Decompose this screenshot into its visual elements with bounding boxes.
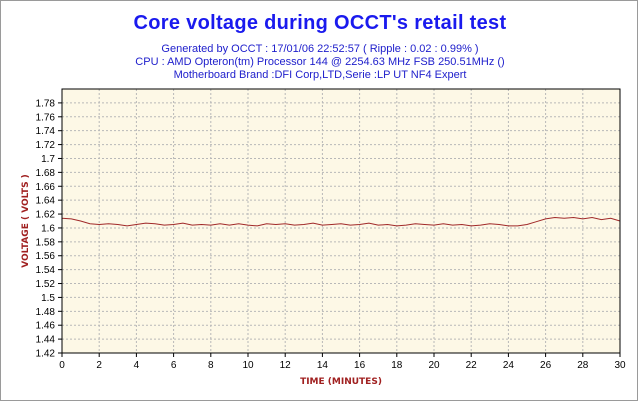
y-tick-label: 1.44: [36, 335, 56, 346]
y-tick-label: 1.52: [36, 279, 56, 290]
y-tick-label: 1.54: [36, 265, 56, 276]
x-tick-label: 8: [208, 360, 214, 371]
y-tick-label: 1.62: [36, 210, 56, 221]
axis-ticks: 0 2 4 6 8 10 12 14 16 18 20 22 24 26 28 301.781.761.741…: [36, 98, 626, 371]
x-tick-label: 20: [428, 360, 440, 371]
x-tick-label: 0: [59, 360, 65, 371]
x-tick-label: 10: [242, 360, 254, 371]
x-tick-label: 6: [171, 360, 177, 371]
x-tick-label: 12: [280, 360, 292, 371]
y-tick-label: 1.56: [36, 251, 56, 262]
subtitle-cpu: CPU : AMD Opteron(tm) Processor 144 @ 22…: [135, 56, 505, 68]
x-tick-label: 14: [317, 360, 329, 371]
y-tick-label: 1.46: [36, 321, 56, 332]
subtitle-generated: Generated by OCCT : 17/01/06 22:52:57 ( …: [161, 43, 479, 55]
y-tick-label: 1.58: [36, 237, 56, 248]
voltage-series-line: [61, 217, 621, 227]
y-tick-label: 1.6: [41, 223, 55, 234]
x-tick-label: 28: [577, 360, 589, 371]
plot-area: [62, 89, 620, 353]
y-tick-label: 1.76: [36, 112, 56, 123]
y-axis-label: VOLTAGE ( VOLTS ): [21, 174, 31, 268]
x-tick-label: 24: [503, 360, 515, 371]
y-tick-label: 1.68: [36, 168, 56, 179]
x-axis-label: TIME (MINUTES): [300, 377, 382, 387]
y-tick-label: 1.72: [36, 140, 56, 151]
grid-lines: [61, 89, 621, 354]
y-tick-label: 1.64: [36, 196, 56, 207]
y-tick-label: 1.42: [36, 349, 56, 360]
y-tick-label: 1.48: [36, 307, 56, 318]
subtitle-motherboard: Motherboard Brand :DFI Corp,LTD,Serie :L…: [173, 69, 467, 81]
y-tick-label: 1.7: [41, 154, 55, 165]
x-tick-label: 30: [614, 360, 626, 371]
y-tick-label: 1.74: [36, 126, 56, 137]
y-tick-label: 1.78: [36, 98, 56, 109]
x-tick-label: 18: [391, 360, 403, 371]
y-tick-label: 1.66: [36, 182, 56, 193]
plot-border: [61, 88, 621, 354]
x-tick-label: 26: [540, 360, 552, 371]
x-tick-label: 4: [134, 360, 140, 371]
x-tick-label: 2: [96, 360, 102, 371]
chart-title: Core voltage during OCCT's retail test: [133, 12, 507, 34]
x-tick-label: 22: [466, 360, 478, 371]
y-tick-label: 1.5: [41, 293, 55, 304]
x-tick-label: 16: [354, 360, 366, 371]
